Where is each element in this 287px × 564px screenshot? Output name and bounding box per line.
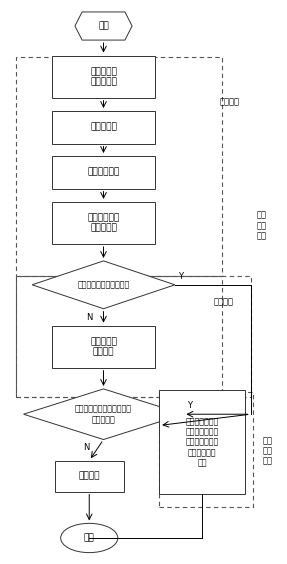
Text: 采用基于示功图
的有杆抽油系统
故障搜索树方法
进行故障类型
识别: 采用基于示功图 的有杆抽油系统 故障搜索树方法 进行故障类型 识别 xyxy=(185,417,219,468)
Text: 测试样本是否有打结点？: 测试样本是否有打结点？ xyxy=(77,280,130,289)
Text: Y: Y xyxy=(178,272,183,281)
Text: 正常样本: 正常样本 xyxy=(78,472,100,481)
Text: 分布规律检验: 分布规律检验 xyxy=(87,168,120,177)
FancyBboxPatch shape xyxy=(52,111,155,144)
Text: Y: Y xyxy=(187,401,192,410)
Text: N: N xyxy=(86,312,92,321)
Ellipse shape xyxy=(61,523,118,553)
FancyBboxPatch shape xyxy=(52,202,155,244)
Text: 开始: 开始 xyxy=(98,21,109,30)
FancyBboxPatch shape xyxy=(52,55,155,98)
FancyBboxPatch shape xyxy=(52,156,155,188)
Text: 结束: 结束 xyxy=(84,534,95,543)
Text: 提取测试样
本特征量: 提取测试样 本特征量 xyxy=(90,337,117,356)
Text: 分辨阶段: 分辨阶段 xyxy=(214,297,233,306)
FancyBboxPatch shape xyxy=(52,325,155,368)
Text: 测试样本是否有特征量落入
故障区域？: 测试样本是否有特征量落入 故障区域？ xyxy=(75,404,132,424)
Text: 计算正常区域
和故障区域: 计算正常区域 和故障区域 xyxy=(87,213,120,232)
Text: 故障
分辨
阶段: 故障 分辨 阶段 xyxy=(257,211,267,241)
Polygon shape xyxy=(24,389,183,439)
Text: 异常值检验: 异常值检验 xyxy=(90,123,117,132)
FancyBboxPatch shape xyxy=(55,461,123,492)
Text: 选取样本及
特征量提取: 选取样本及 特征量提取 xyxy=(90,67,117,86)
Polygon shape xyxy=(32,261,175,309)
Polygon shape xyxy=(75,12,132,40)
FancyBboxPatch shape xyxy=(159,390,245,495)
Text: 训练阶段: 训练阶段 xyxy=(219,98,239,107)
Text: 故障
识别
阶段: 故障 识别 阶段 xyxy=(263,436,273,466)
Text: N: N xyxy=(83,443,90,452)
